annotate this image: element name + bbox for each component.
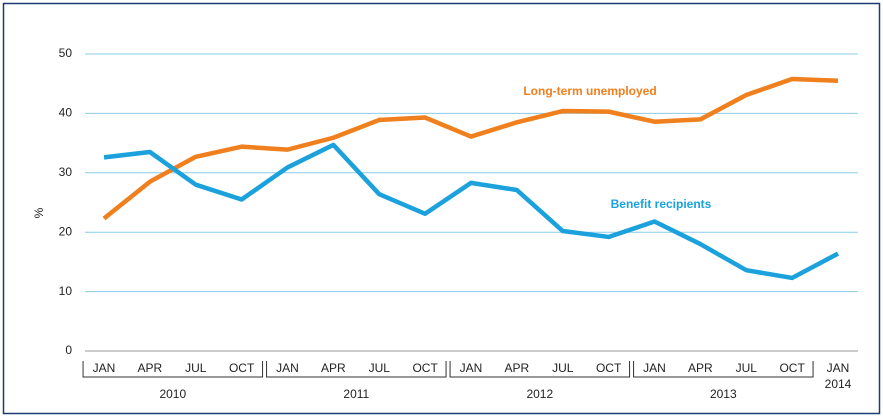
x-tick-label: JUL bbox=[369, 361, 391, 375]
y-tick-label: 0 bbox=[65, 343, 72, 357]
series-line bbox=[103, 142, 840, 281]
y-tick-label: 20 bbox=[59, 224, 73, 238]
x-tick-label: JUL bbox=[736, 361, 758, 375]
series-label: Benefit recipients bbox=[611, 197, 712, 211]
x-tick-label: OCT bbox=[596, 361, 622, 375]
x-tick-label: JAN bbox=[460, 361, 483, 375]
x-tick-label: JAN bbox=[93, 361, 116, 375]
year-label: 2010 bbox=[159, 387, 186, 401]
y-tick-label: 50 bbox=[59, 46, 73, 60]
y-tick-label: 30 bbox=[59, 165, 73, 179]
year-bracket bbox=[449, 361, 631, 378]
x-tick-label: JAN bbox=[643, 361, 666, 375]
year-bracket bbox=[266, 361, 447, 378]
x-tick-label: APR bbox=[138, 361, 163, 375]
series-label: Long-term unemployed bbox=[523, 84, 656, 98]
y-tick-label: 10 bbox=[59, 284, 73, 298]
year-label: 2011 bbox=[343, 387, 369, 401]
y-tick-label: 40 bbox=[59, 106, 73, 120]
x-tick-label: OCT bbox=[229, 361, 255, 375]
year-label: 2013 bbox=[710, 387, 737, 401]
x-tick-label: OCT bbox=[779, 361, 805, 375]
year-bracket bbox=[633, 361, 814, 378]
year-label: 2014 bbox=[825, 377, 852, 391]
series-line bbox=[102, 76, 839, 221]
x-tick-label: OCT bbox=[412, 361, 438, 375]
year-label: 2012 bbox=[526, 387, 553, 401]
y-axis-label: % bbox=[32, 207, 46, 218]
x-tick-label: APR bbox=[688, 361, 713, 375]
x-tick-label: APR bbox=[505, 361, 530, 375]
x-tick-label: APR bbox=[321, 361, 346, 375]
x-tick-label: JUL bbox=[552, 361, 574, 375]
x-tick-label: JAN bbox=[827, 361, 850, 375]
x-tick-label: JAN bbox=[276, 361, 299, 375]
x-tick-label: JUL bbox=[185, 361, 207, 375]
year-bracket bbox=[82, 361, 264, 378]
